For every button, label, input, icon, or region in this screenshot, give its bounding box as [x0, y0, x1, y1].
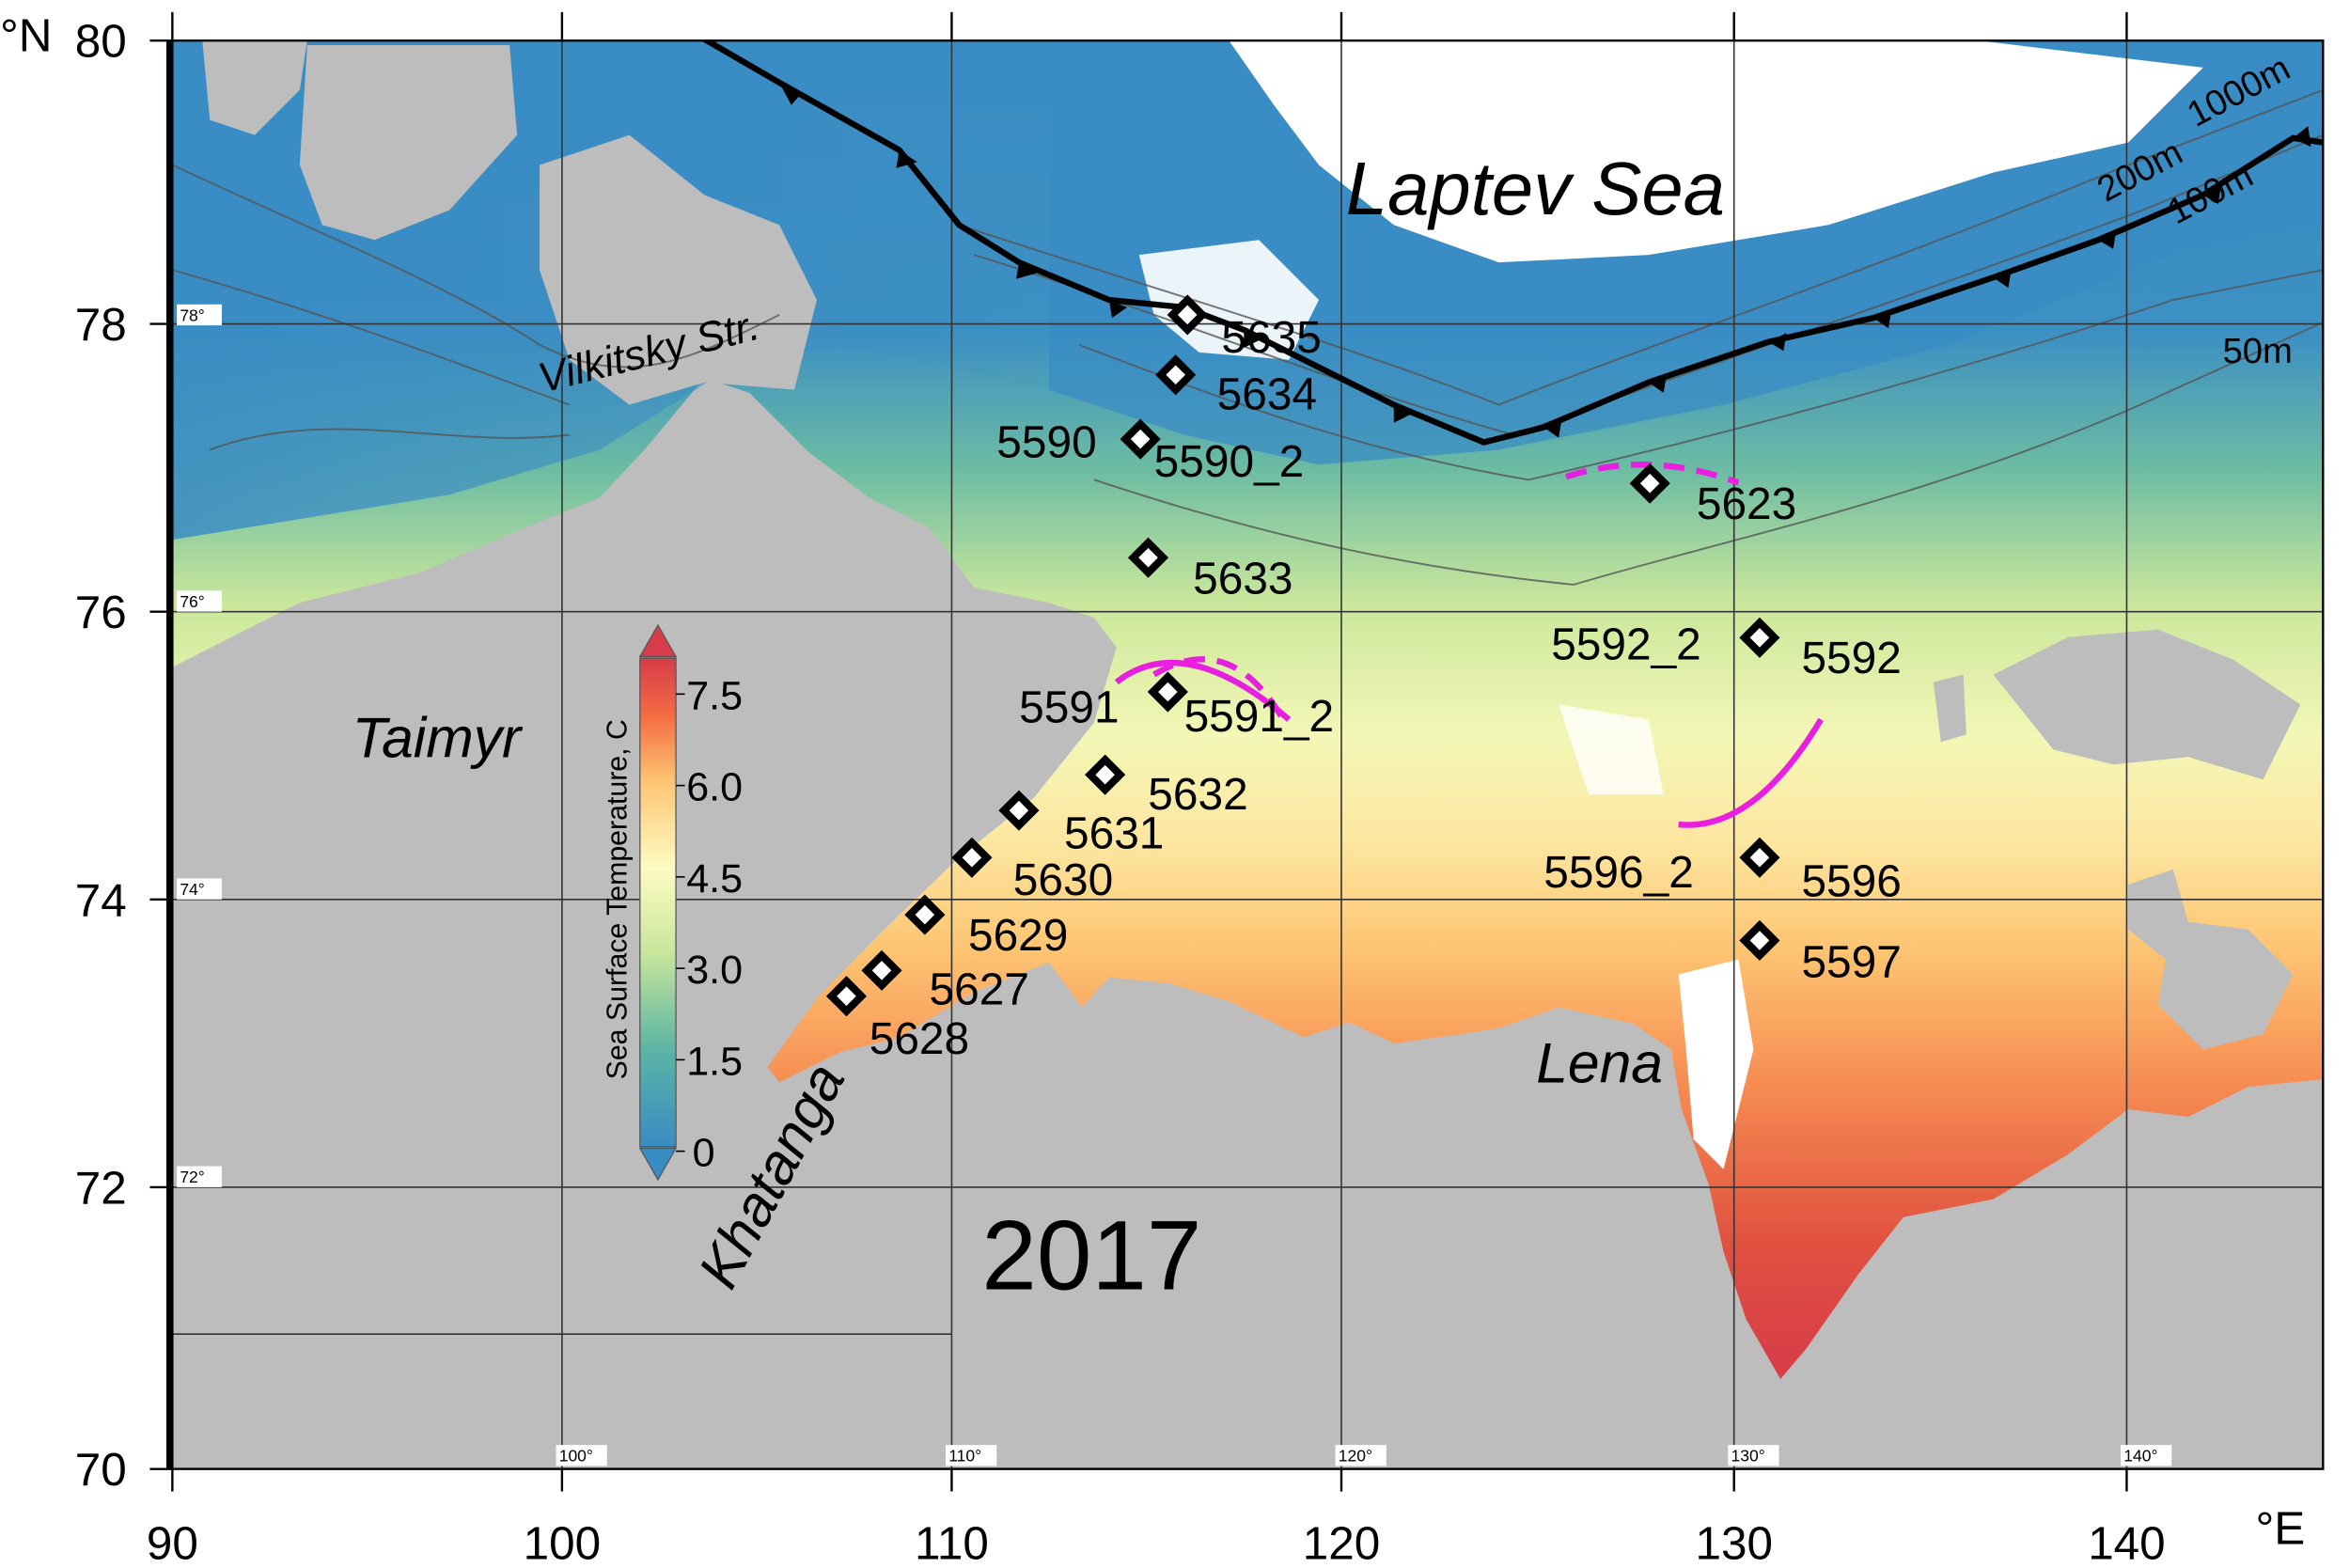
inner-lon-label: 130° [1731, 1447, 1765, 1466]
lon-tick-label: 90 [147, 1517, 198, 1568]
lat-tick-label: 70 [75, 1444, 127, 1496]
station-marker-5591 [1147, 671, 1188, 713]
colorbar-title: Sea Surface Temperature, C [602, 719, 633, 1079]
station-label: 5591 [1019, 683, 1119, 733]
station-marker-5596 [1739, 837, 1780, 878]
station-label: 5623 [1697, 479, 1796, 529]
station-labels: 5635 5634 5590 5590_2 5633 5591 5591_2 5… [870, 313, 1902, 1064]
station-marker-5627 [861, 949, 902, 991]
lon-tick-label: 140 [2088, 1517, 2165, 1568]
station-marker-5630 [951, 837, 993, 878]
map-frame [171, 39, 2325, 1470]
new-siberian-islands [1993, 629, 2301, 780]
lon-tick-label: 120 [1303, 1517, 1380, 1568]
station-label: 5590_2 [1154, 437, 1305, 487]
taimyr-label: Taimyr [352, 705, 524, 769]
station-label: 5590 [996, 417, 1096, 467]
lat-tick-label: 78 [75, 299, 127, 351]
inner-lon-label: 110° [948, 1447, 981, 1466]
island-komsomolets [299, 44, 518, 241]
colorbar-tick-label: 0 [693, 1131, 715, 1176]
isobath-label-50m: 50m [2222, 331, 2292, 371]
station-label: 5632 [1148, 770, 1247, 820]
station-label: 5633 [1193, 555, 1292, 604]
inner-lon-label: 120° [1339, 1447, 1372, 1466]
inner-lat-labels: 78° 76° 74° 72° [177, 304, 222, 1187]
colorbar-tick-label: 1.5 [686, 1039, 743, 1084]
station-label: 5627 [930, 964, 1029, 1014]
station-label: 5592_2 [1551, 620, 1701, 670]
colorbar-tick-label: 3.0 [686, 948, 743, 993]
station-label: 5634 [1217, 369, 1317, 419]
colorbar-tick-label: 4.5 [686, 856, 743, 902]
station-marker-5632 [1085, 754, 1126, 795]
lat-tick-label: 74 [75, 874, 127, 926]
inner-lat-label: 72° [180, 1168, 205, 1186]
colorbar-tick-label: 6.0 [686, 765, 743, 810]
station-label: 5596_2 [1543, 848, 1694, 898]
station-markers [825, 294, 1780, 1017]
lat-lon-grid [172, 40, 2324, 1469]
station-marker-5629 [904, 894, 946, 935]
sea-ice-patch-central [1559, 704, 1664, 795]
island-bolshevik [202, 40, 307, 135]
laptev-sea-label: Laptev Sea [1346, 147, 1725, 230]
magenta-solid-west [1114, 659, 1292, 722]
lat-tick-label: 72 [75, 1162, 127, 1214]
inner-lat-label: 78° [180, 306, 205, 324]
station-marker-5631 [998, 790, 1040, 831]
colorbar: 7.5 6.0 4.5 3.0 1.5 0 Sea Surface Temper… [602, 623, 743, 1182]
magenta-dashed-west [1152, 656, 1284, 718]
station-label: 5631 [1064, 809, 1164, 859]
station-label: 5628 [870, 1014, 969, 1064]
station-marker-5634 [1155, 354, 1197, 396]
map-plot-area: 78° 76° 74° 72° 100° 110° 120° 130° 140° [172, 40, 2324, 1469]
colorbar-tick-label: 7.5 [686, 673, 743, 718]
lon-tick-label: 130 [1695, 1517, 1772, 1568]
island-stolbovoy [1933, 674, 1966, 743]
station-marker-5597 [1739, 919, 1780, 962]
year-label: 2017 [981, 1200, 1201, 1310]
isobath-contours [172, 88, 2324, 586]
inner-lon-label: 140° [2123, 1447, 2157, 1466]
lena-label: Lena [1536, 1030, 1663, 1094]
inner-lon-label: 100° [559, 1447, 593, 1466]
station-label: 5591_2 [1184, 692, 1335, 742]
station-marker-5635 [1167, 294, 1208, 336]
sea-ice [1229, 40, 2203, 263]
ice-edge-front [700, 40, 2324, 446]
inner-lon-labels: 100° 110° 120° 130° 140° [556, 1445, 2172, 1466]
station-marker-5633 [1127, 537, 1169, 578]
station-label: 5596 [1801, 857, 1901, 907]
lat-axis [149, 39, 173, 1470]
station-label: 5635 [1221, 313, 1321, 363]
station-marker-5628 [825, 976, 868, 1017]
magenta-solid-east [1678, 717, 1824, 828]
lon-unit-label: °E [2256, 1502, 2306, 1554]
station-marker-5590 [1120, 418, 1161, 460]
lat-tick-label: 80 [75, 16, 127, 68]
inner-lat-label: 74° [180, 880, 205, 899]
island-october-revolution [539, 134, 817, 405]
lat-unit-label: °N [0, 9, 52, 61]
lat-tick-label: 76 [75, 587, 127, 638]
lon-axis [171, 11, 2128, 1492]
station-label: 5597 [1801, 938, 1901, 988]
station-label: 5630 [1013, 855, 1113, 905]
colorbar-extend-min [638, 1147, 678, 1182]
lon-tick-label: 100 [524, 1517, 601, 1568]
inner-lat-label: 76° [180, 592, 205, 611]
station-label: 5629 [968, 911, 1068, 961]
station-marker-5623 [1629, 463, 1670, 504]
colorbar-gradient [639, 657, 677, 1148]
station-label: 5592 [1801, 634, 1901, 683]
island-bolshoy-lyakhovsky [2128, 869, 2294, 1050]
colorbar-extend-max [638, 623, 678, 658]
station-marker-5592 [1739, 617, 1780, 658]
lon-tick-label: 110 [915, 1517, 989, 1568]
